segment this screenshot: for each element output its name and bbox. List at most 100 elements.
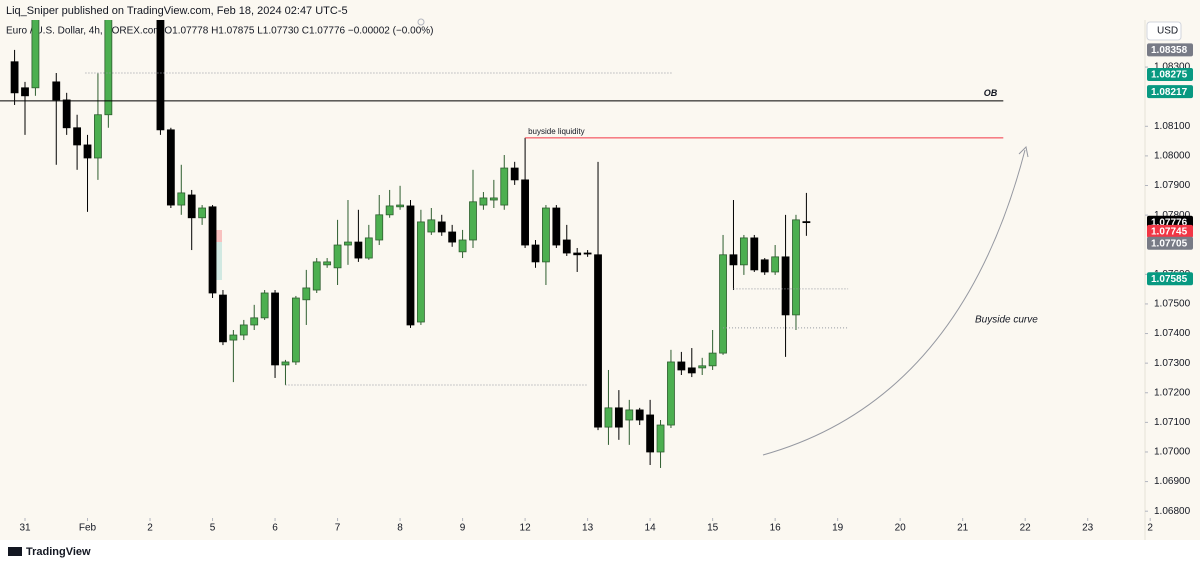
candle-body — [250, 317, 259, 326]
candle-body — [177, 192, 186, 206]
x-tick-label: 15 — [707, 523, 719, 534]
buyside-curve — [762, 149, 1026, 456]
candle-body — [708, 352, 717, 367]
y-tick-label: 1.08300 — [1154, 62, 1191, 73]
price-tag-label: 1.07776 — [1151, 217, 1188, 228]
candle-body — [448, 231, 457, 243]
price-tag-label: 1.08275 — [1151, 70, 1188, 81]
candle-body — [729, 254, 738, 266]
x-tick-label: 14 — [645, 523, 657, 534]
price-tag-label: 1.07585 — [1151, 274, 1188, 285]
line-label: OB — [984, 88, 998, 98]
candle-body — [62, 99, 71, 129]
price-tag-label: 1.08358 — [1151, 45, 1188, 56]
y-tick-label: 1.07200 — [1154, 387, 1191, 398]
price-tag-label: 1.07705 — [1151, 238, 1188, 249]
x-tick-label: 19 — [832, 523, 844, 534]
price-tag — [1147, 85, 1193, 99]
candle-body — [344, 241, 352, 246]
y-tick-label: 1.07800 — [1154, 210, 1191, 221]
y-tick-label: 1.08000 — [1154, 151, 1191, 162]
candle-body — [604, 407, 613, 428]
candle-body — [552, 207, 561, 246]
x-tick-label: 6 — [272, 523, 278, 534]
candle-body — [166, 129, 175, 206]
y-tick-label: 1.06800 — [1154, 506, 1191, 517]
y-tick-label: 1.07500 — [1154, 299, 1191, 310]
candle-body — [792, 219, 800, 316]
candle-body — [594, 254, 602, 428]
x-tick-label: 13 — [582, 523, 594, 534]
candle-body — [406, 205, 415, 326]
highlight-box — [213, 230, 222, 242]
y-tick-label: 1.07300 — [1154, 358, 1191, 369]
pane — [10, 20, 811, 468]
candle-body — [10, 61, 19, 94]
candle-body — [646, 414, 655, 453]
candle-body — [187, 194, 196, 219]
candle-body — [364, 237, 373, 259]
y-tick-label: 1.07400 — [1154, 328, 1191, 339]
candle-body — [739, 237, 748, 266]
candle-body — [677, 361, 686, 371]
curve-arrowhead — [1018, 145, 1029, 158]
x-tick-label: 9 — [460, 523, 466, 534]
x-tick-label: 12 — [520, 523, 532, 534]
candle-body — [31, 20, 40, 89]
candle-body — [281, 361, 290, 366]
price-tag — [1147, 43, 1193, 57]
candle-body — [52, 81, 61, 101]
x-tick-label: 20 — [895, 523, 907, 534]
footer: TradingView — [26, 546, 91, 558]
candle-body — [73, 127, 81, 146]
candle-body — [385, 205, 394, 216]
candle-body — [333, 244, 342, 269]
price-tag-label: 1.07745 — [1151, 227, 1188, 238]
candle-body — [750, 237, 759, 271]
price-tag — [1147, 272, 1193, 286]
candle-body — [323, 261, 332, 266]
candle-body — [760, 259, 769, 273]
x-tick-label: 5 — [210, 523, 216, 534]
candle-body — [458, 239, 467, 253]
y-tick-label: 1.07100 — [1154, 417, 1191, 428]
x-tick-label: 31 — [19, 523, 31, 534]
y-tick-label: 1.07000 — [1154, 447, 1191, 458]
x-tick-label: 23 — [1082, 523, 1094, 534]
candle-body — [437, 221, 446, 233]
candle-body — [625, 409, 634, 421]
visibility-icon[interactable] — [417, 18, 425, 26]
price-tag-label: 1.08217 — [1151, 87, 1188, 98]
candle-body — [562, 239, 571, 254]
logo — [8, 547, 22, 556]
candle-body — [614, 407, 623, 428]
candle-body — [198, 207, 207, 219]
candle-body — [656, 424, 665, 453]
candle-body — [21, 87, 29, 97]
x-tick-label: 2 — [1147, 523, 1153, 534]
candle-body — [239, 324, 248, 336]
candle-body — [354, 241, 363, 259]
candle-body — [302, 287, 311, 301]
header: Liq_Sniper published on TradingView.com,… — [6, 5, 348, 17]
highlight-box — [213, 242, 222, 280]
line-label: buyside liquidity — [528, 127, 584, 136]
currency-box[interactable] — [1146, 21, 1182, 41]
candle-body — [802, 221, 811, 224]
candle-body — [208, 206, 217, 294]
candle-body — [104, 20, 113, 116]
x-tick-label: 22 — [1020, 523, 1032, 534]
candle-body — [687, 367, 696, 374]
x-tick-label: 2 — [147, 523, 153, 534]
candle-body — [573, 252, 582, 256]
x-tick-label: Feb — [79, 523, 97, 534]
candle-body — [260, 292, 269, 319]
candle-body — [417, 221, 425, 323]
candle-body — [312, 261, 321, 291]
x-tick-label: 7 — [335, 523, 341, 534]
candle-body — [771, 256, 780, 273]
x-tick-label: 21 — [957, 523, 969, 534]
price-tag — [1147, 236, 1193, 250]
